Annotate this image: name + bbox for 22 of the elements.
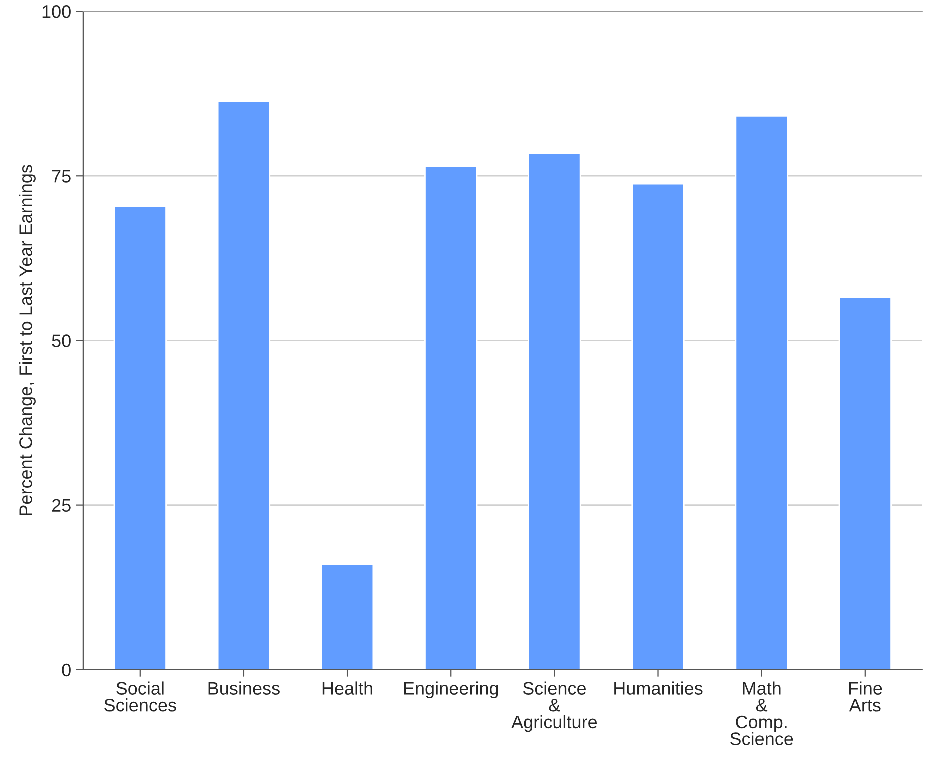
bar [424,166,478,670]
bar [528,153,582,670]
x-tick-label: Science & Agriculture [512,682,598,732]
y-tick-label: 50 [52,334,71,348]
y-tick-label: 100 [42,5,71,18]
x-tick-label: Humanities [614,682,703,695]
x-tick-label: Math & Comp. Science [730,682,794,746]
x-tick-label: Health [322,682,372,695]
y-axis-title: Percent Change, First to Last Year Earnings [19,165,36,516]
y-tick-label: 25 [52,499,71,512]
x-tick-label: Business [208,682,280,695]
bar [320,564,374,670]
bar [838,296,892,670]
x-tick-label: Social Sciences [104,682,176,712]
bar [217,101,271,670]
bar [632,183,685,670]
y-tick-label: 0 [62,664,71,677]
bar [735,116,788,670]
x-tick-label: Fine Arts [849,682,882,712]
x-tick-label: Engineering [404,682,498,699]
bar [114,206,167,670]
y-tick-label: 75 [52,170,71,183]
